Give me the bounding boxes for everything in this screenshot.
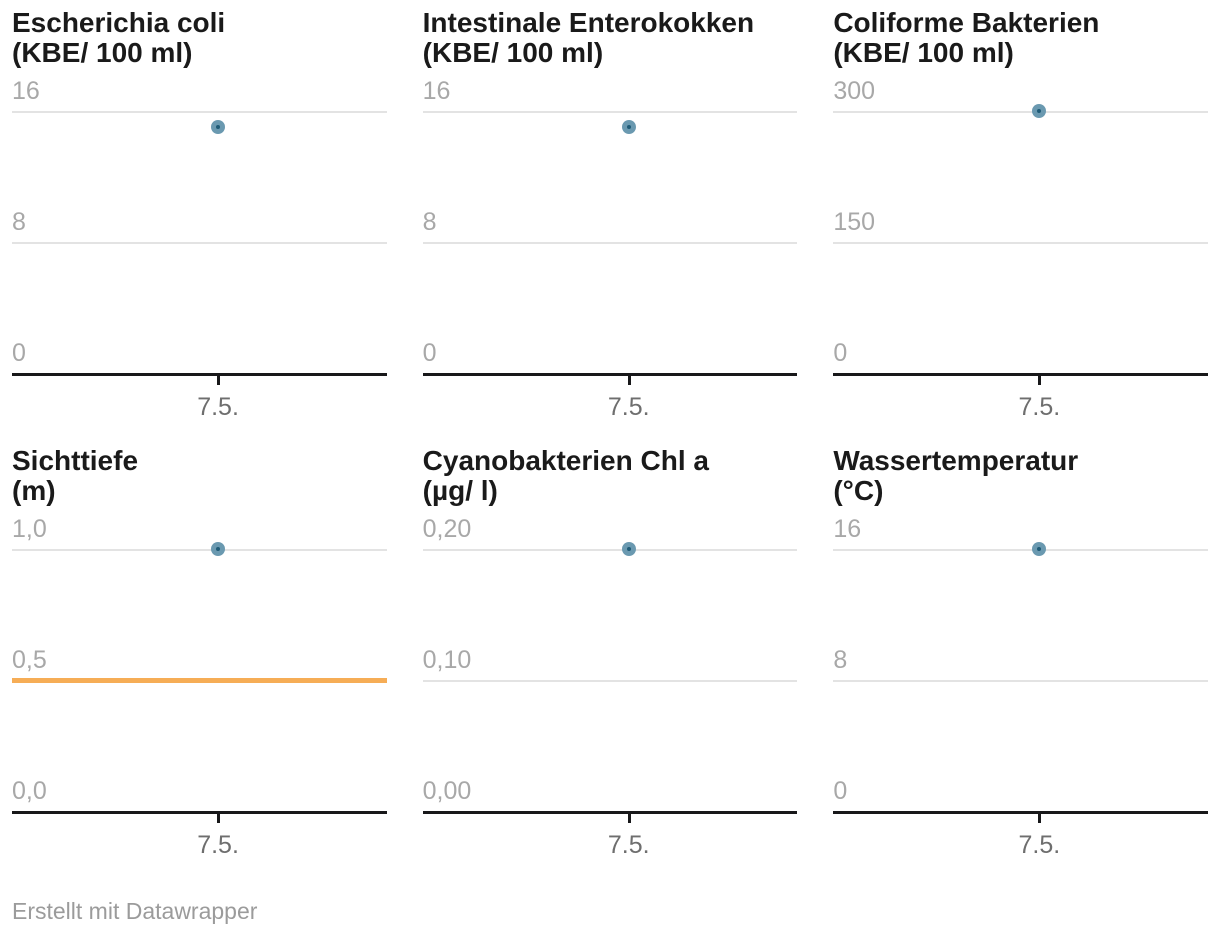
- chart-unit-line: (KBE/ 100 ml): [12, 37, 193, 68]
- small-multiples-grid: Escherichia coli (KBE/ 100 ml) 16 8 0 7.…: [12, 0, 1208, 859]
- chart-title-line: Sichttiefe: [12, 445, 139, 476]
- y-tick-label: 0,5: [12, 646, 47, 674]
- gridline: [833, 680, 1208, 682]
- data-point[interactable]: [621, 542, 636, 556]
- y-tick-label: 0: [12, 339, 26, 367]
- y-tick-label: 0,10: [422, 646, 472, 674]
- chart-unit-line: (°C): [833, 475, 884, 506]
- chart-title-line: Escherichia coli: [12, 7, 226, 38]
- x-tick-mark: [627, 814, 631, 823]
- data-point[interactable]: [621, 120, 636, 135]
- reference-line: [12, 678, 387, 683]
- gridline: [422, 680, 798, 682]
- chart-unit-line: (KBE/ 100 ml): [833, 37, 1014, 68]
- gridline: [422, 242, 798, 244]
- y-tick-label: 8: [12, 208, 26, 236]
- y-tick-label: 16: [422, 77, 451, 105]
- gridline: [833, 549, 1208, 551]
- chart-title: Coliforme Bakterien (KBE/ 100 ml): [833, 0, 1208, 68]
- datawrapper-link[interactable]: Datawrapper: [125, 898, 258, 924]
- attribution-prefix: Erstellt mit: [12, 898, 126, 924]
- y-tick-label: 8: [833, 646, 848, 674]
- chart-title-line: Coliforme Bakterien: [833, 7, 1100, 38]
- y-tick-label: 8: [422, 208, 437, 236]
- y-tick-label: 300: [833, 77, 876, 105]
- x-tick-mark: [1038, 814, 1042, 823]
- chart-title: Escherichia coli (KBE/ 100 ml): [12, 0, 387, 68]
- chart-title: Intestinale Enterokokken (KBE/ 100 ml): [423, 0, 798, 68]
- x-tick-mark: [627, 376, 631, 385]
- x-tick-mark: [217, 814, 221, 823]
- x-axis-line: [422, 373, 798, 376]
- gridline: [422, 549, 798, 551]
- data-point[interactable]: [1032, 542, 1047, 556]
- chart-title: Cyanobakterien Chl a (µg/ l): [423, 438, 798, 506]
- chart-title: Sichttiefe (m): [12, 438, 387, 506]
- chart-unit-line: (µg/ l): [422, 475, 498, 506]
- x-axis-line: [833, 811, 1208, 814]
- y-tick-label: 0,00: [422, 777, 472, 805]
- y-tick-label: 0: [833, 339, 848, 367]
- gridline: [12, 242, 387, 244]
- gridline: [833, 242, 1208, 244]
- chart-panel-wassertemperatur: Wassertemperatur (°C) 16 8 0 7.5.: [833, 438, 1208, 859]
- x-axis-line: [422, 811, 798, 814]
- x-tick-label: 7.5.: [197, 831, 239, 859]
- data-point[interactable]: [1032, 104, 1047, 118]
- x-tick-mark: [217, 376, 221, 385]
- y-tick-label: 150: [833, 208, 876, 236]
- chart-title-line: Wassertemperatur: [833, 445, 1079, 476]
- plot-area: 300 150 0 7.5.: [833, 77, 1208, 421]
- chart-title-line: Cyanobakterien Chl a: [422, 445, 709, 476]
- x-tick-label: 7.5.: [607, 393, 650, 421]
- y-tick-label: 0,0: [12, 777, 47, 805]
- plot-area: 1,0 0,5 0,0 7.5.: [12, 515, 387, 859]
- attribution: Erstellt mit Datawrapper: [12, 897, 1220, 925]
- x-tick-label: 7.5.: [1018, 393, 1061, 421]
- chart-panel-coliforme-bakterien: Coliforme Bakterien (KBE/ 100 ml) 300 15…: [833, 0, 1208, 421]
- plot-area: 16 8 0 7.5.: [12, 77, 387, 421]
- y-tick-label: 0: [422, 339, 437, 367]
- chart-panel-intestinale-enterokokken: Intestinale Enterokokken (KBE/ 100 ml) 1…: [422, 0, 798, 421]
- chart-panel-sichttiefe: Sichttiefe (m) 1,0 0,5 0,0 7.5.: [12, 438, 387, 859]
- data-point[interactable]: [211, 120, 226, 135]
- x-tick-mark: [1038, 376, 1042, 385]
- gridline: [12, 111, 387, 113]
- plot-area: 0,20 0,10 0,00 7.5.: [422, 515, 798, 859]
- chart-title: Wassertemperatur (°C): [833, 438, 1208, 506]
- plot-area: 16 8 0 7.5.: [833, 515, 1208, 859]
- chart-panel-escherichia-coli: Escherichia coli (KBE/ 100 ml) 16 8 0 7.…: [12, 0, 387, 421]
- chart-unit-line: (KBE/ 100 ml): [422, 37, 604, 68]
- x-axis-line: [12, 373, 387, 376]
- y-tick-label: 1,0: [12, 515, 47, 543]
- x-axis-line: [833, 373, 1208, 376]
- y-tick-label: 0,20: [422, 515, 472, 543]
- chart-title-line: Intestinale Enterokokken: [422, 7, 755, 38]
- y-tick-label: 0: [833, 777, 848, 805]
- chart-unit-line: (m): [12, 475, 56, 506]
- x-tick-label: 7.5.: [607, 831, 650, 859]
- x-axis-line: [12, 811, 387, 814]
- plot-area: 16 8 0 7.5.: [422, 77, 798, 421]
- y-tick-label: 16: [12, 77, 40, 105]
- gridline: [12, 549, 387, 551]
- chart-panel-cyanobakterien: Cyanobakterien Chl a (µg/ l) 0,20 0,10 0…: [422, 438, 798, 859]
- gridline: [833, 111, 1208, 113]
- x-tick-label: 7.5.: [197, 393, 239, 421]
- x-tick-label: 7.5.: [1018, 831, 1061, 859]
- gridline: [422, 111, 798, 113]
- data-point[interactable]: [211, 542, 226, 556]
- y-tick-label: 16: [833, 515, 862, 543]
